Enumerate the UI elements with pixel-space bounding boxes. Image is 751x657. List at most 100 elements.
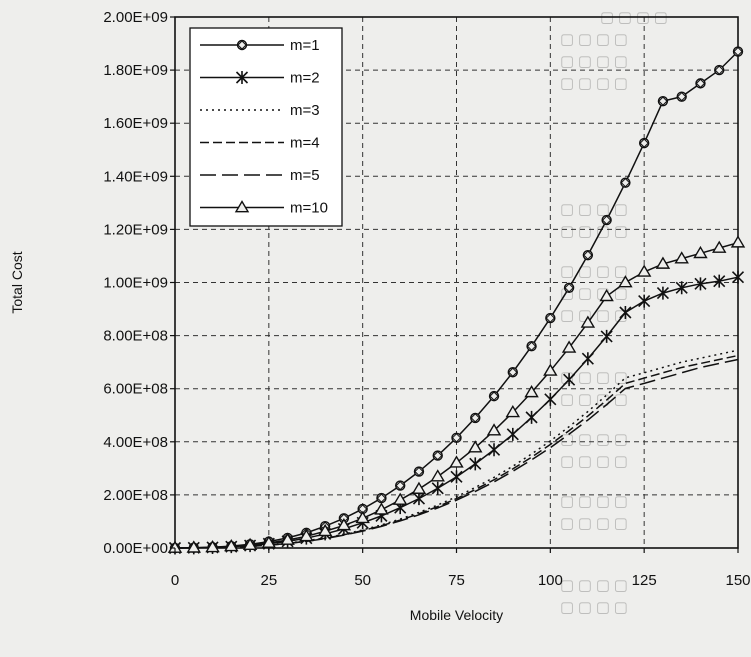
legend-marker (235, 71, 249, 84)
x-tick-label: 75 (448, 572, 465, 589)
data-point (507, 367, 518, 378)
data-point (376, 492, 387, 504)
legend-label: m=10 (290, 200, 328, 217)
data-point (395, 480, 406, 491)
legend-label: m=5 (290, 167, 320, 184)
data-point (581, 352, 594, 366)
data-point (601, 214, 612, 226)
data-point (694, 277, 707, 291)
data-point (638, 137, 650, 149)
data-point-inner (564, 283, 574, 293)
x-axis-title: Mobile Velocity (410, 607, 503, 623)
legend-marker-inner (237, 40, 247, 50)
series-m-3 (174, 349, 739, 549)
data-point (693, 245, 708, 259)
data-point (674, 251, 689, 264)
y-axis-title: Total Cost (9, 251, 25, 313)
x-tick-label: 25 (260, 572, 277, 589)
data-point (561, 340, 577, 353)
data-point (317, 523, 333, 537)
data-point (730, 235, 746, 248)
data-point (563, 373, 576, 387)
legend-label: m=4 (290, 135, 320, 152)
data-point (486, 423, 502, 436)
data-point-inner (639, 138, 649, 148)
data-point (224, 539, 239, 552)
data-point-inner (526, 341, 537, 351)
data-point (675, 281, 688, 295)
data-point (488, 390, 500, 402)
data-point-inner (376, 493, 387, 503)
y-tick-label: 4.00E+08 (103, 434, 168, 451)
data-point (618, 275, 633, 288)
series-m-10 (167, 235, 746, 553)
legend-label: m=3 (290, 102, 320, 119)
data-point (544, 392, 557, 406)
data-point (600, 329, 613, 343)
data-point (431, 481, 444, 495)
data-point-inner (395, 480, 405, 491)
data-point-inner (583, 250, 593, 260)
data-point (242, 537, 258, 550)
data-point-inner (714, 65, 724, 75)
series-line (174, 349, 739, 549)
legend-marker (234, 200, 250, 213)
data-point-inner (414, 466, 424, 477)
series-m-2 (168, 270, 745, 555)
data-point (657, 95, 669, 107)
data-point (676, 91, 687, 102)
data-point-inner (695, 78, 706, 89)
data-point (543, 363, 558, 376)
data-point (506, 427, 519, 441)
series-group (167, 46, 746, 555)
data-point (450, 470, 463, 484)
x-tick-label: 150 (725, 572, 750, 589)
data-point (469, 457, 482, 471)
data-point (712, 240, 727, 253)
x-tick-label: 125 (632, 572, 657, 589)
data-point (432, 450, 443, 461)
data-point-inner (676, 91, 687, 102)
legend-label: m=1 (290, 37, 320, 54)
data-point (451, 432, 462, 444)
y-tick-label: 2.00E+09 (103, 9, 168, 26)
y-tick-label: 1.80E+09 (103, 62, 168, 79)
data-point (449, 455, 464, 468)
data-point (487, 443, 501, 457)
data-point (545, 312, 556, 324)
data-point (374, 502, 389, 515)
y-tick-label: 1.20E+09 (103, 221, 168, 238)
data-point-inner (733, 46, 743, 57)
data-point (468, 440, 483, 453)
data-point-inner (451, 433, 462, 443)
data-point (413, 466, 425, 477)
data-point (655, 256, 671, 269)
data-point (714, 64, 725, 76)
y-tick-label: 8.00E+08 (103, 328, 168, 345)
data-point (731, 270, 745, 284)
data-point (525, 410, 538, 424)
data-point (732, 46, 744, 57)
x-tick-label: 50 (354, 572, 371, 589)
y-tick-label: 1.60E+09 (103, 115, 168, 132)
data-point (599, 288, 614, 302)
legend-box (189, 27, 343, 227)
data-point (205, 539, 220, 553)
data-point (280, 532, 295, 545)
data-point (695, 78, 706, 89)
data-point (261, 535, 277, 548)
data-point-inner (545, 313, 556, 323)
y-tick-label: 0.00E+00 (103, 540, 168, 557)
data-point (336, 518, 352, 531)
data-point (656, 286, 669, 300)
data-point-inner (489, 391, 499, 401)
y-tick-label: 2.00E+08 (103, 487, 168, 504)
x-tick-label: 100 (538, 572, 563, 589)
data-point (355, 510, 370, 524)
data-point (638, 294, 651, 308)
data-point (412, 492, 426, 506)
data-point (582, 249, 594, 261)
data-point-inner (508, 367, 518, 377)
data-point (713, 274, 726, 288)
data-point (524, 385, 539, 398)
